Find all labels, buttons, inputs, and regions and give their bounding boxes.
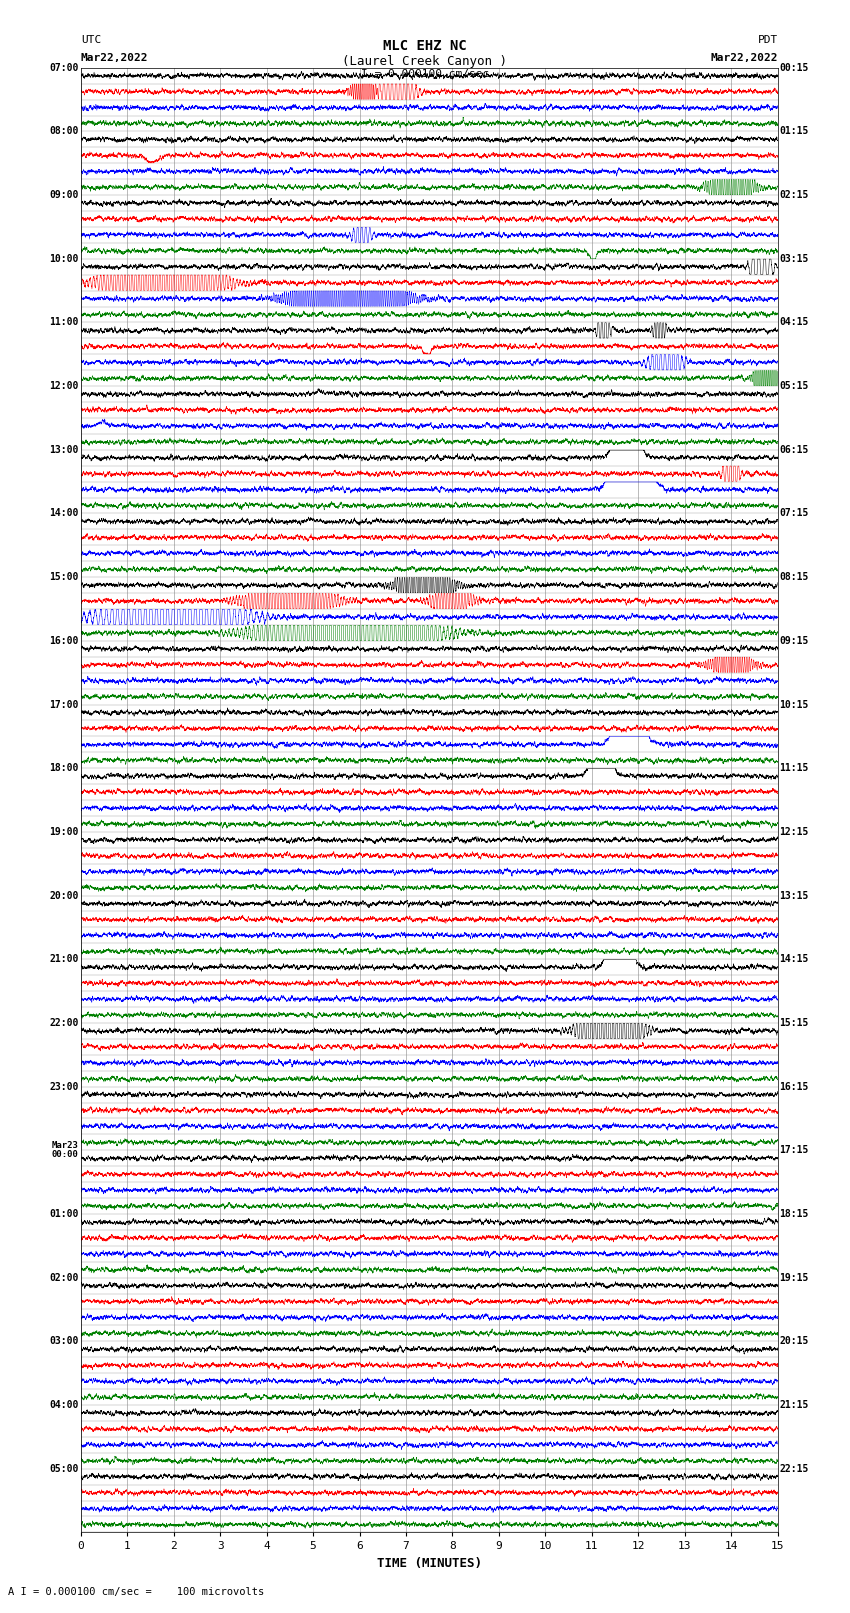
Text: 02:00: 02:00: [49, 1273, 79, 1282]
Text: 06:15: 06:15: [779, 445, 808, 455]
Text: 18:00: 18:00: [49, 763, 79, 773]
Text: 13:00: 13:00: [49, 445, 79, 455]
Text: 11:00: 11:00: [49, 318, 79, 327]
Text: 01:15: 01:15: [779, 126, 808, 137]
Text: 07:00: 07:00: [49, 63, 79, 73]
Text: 05:00: 05:00: [49, 1463, 79, 1474]
Text: Mar22,2022: Mar22,2022: [711, 53, 778, 63]
Text: 15:00: 15:00: [49, 573, 79, 582]
Text: 20:00: 20:00: [49, 890, 79, 900]
Text: 01:00: 01:00: [49, 1210, 79, 1219]
Text: 16:15: 16:15: [779, 1082, 808, 1092]
Text: Mar22,2022: Mar22,2022: [81, 53, 148, 63]
Text: 03:00: 03:00: [49, 1336, 79, 1347]
Text: 13:15: 13:15: [779, 890, 808, 900]
Text: 05:15: 05:15: [779, 381, 808, 390]
Text: 04:15: 04:15: [779, 318, 808, 327]
Text: 12:15: 12:15: [779, 827, 808, 837]
Text: 17:15: 17:15: [779, 1145, 808, 1155]
Text: 07:15: 07:15: [779, 508, 808, 518]
Text: 02:15: 02:15: [779, 190, 808, 200]
Text: (Laurel Creek Canyon ): (Laurel Creek Canyon ): [343, 55, 507, 68]
Text: 11:15: 11:15: [779, 763, 808, 773]
Text: 20:15: 20:15: [779, 1336, 808, 1347]
X-axis label: TIME (MINUTES): TIME (MINUTES): [377, 1557, 482, 1569]
Text: A I = 0.000100 cm/sec =    100 microvolts: A I = 0.000100 cm/sec = 100 microvolts: [8, 1587, 264, 1597]
Text: 17:00: 17:00: [49, 700, 79, 710]
Text: 19:00: 19:00: [49, 827, 79, 837]
Text: 18:15: 18:15: [779, 1210, 808, 1219]
Text: I = 0.000100 cm/sec: I = 0.000100 cm/sec: [361, 69, 489, 79]
Text: UTC: UTC: [81, 35, 101, 45]
Text: 08:15: 08:15: [779, 573, 808, 582]
Text: 09:00: 09:00: [49, 190, 79, 200]
Text: 10:15: 10:15: [779, 700, 808, 710]
Text: PDT: PDT: [757, 35, 778, 45]
Text: 10:00: 10:00: [49, 253, 79, 265]
Text: 14:00: 14:00: [49, 508, 79, 518]
Text: 21:15: 21:15: [779, 1400, 808, 1410]
Text: 16:00: 16:00: [49, 636, 79, 645]
Text: 15:15: 15:15: [779, 1018, 808, 1027]
Text: 22:15: 22:15: [779, 1463, 808, 1474]
Text: Mar23: Mar23: [52, 1142, 79, 1150]
Text: 04:00: 04:00: [49, 1400, 79, 1410]
Text: 14:15: 14:15: [779, 955, 808, 965]
Text: 00:15: 00:15: [779, 63, 808, 73]
Text: 23:00: 23:00: [49, 1082, 79, 1092]
Text: 22:00: 22:00: [49, 1018, 79, 1027]
Text: 19:15: 19:15: [779, 1273, 808, 1282]
Text: 12:00: 12:00: [49, 381, 79, 390]
Text: MLC EHZ NC: MLC EHZ NC: [383, 39, 467, 53]
Text: 00:00: 00:00: [52, 1150, 79, 1160]
Text: 03:15: 03:15: [779, 253, 808, 265]
Text: 21:00: 21:00: [49, 955, 79, 965]
Text: 09:15: 09:15: [779, 636, 808, 645]
Text: 08:00: 08:00: [49, 126, 79, 137]
